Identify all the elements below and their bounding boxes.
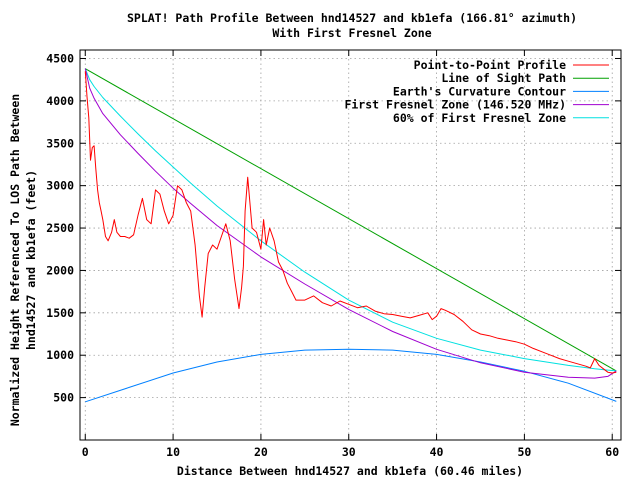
x-tick-label: 30 xyxy=(342,445,356,459)
x-tick-label: 20 xyxy=(254,445,268,459)
y-tick-label: 3500 xyxy=(46,136,74,150)
plot-frame xyxy=(79,49,622,441)
y-tick-label: 3000 xyxy=(46,179,74,193)
x-tick-label: 10 xyxy=(166,445,180,459)
y-axis: 500 1000 1500 2000 2500 3000 3500 4000 4500 xyxy=(46,51,621,405)
x-tick-label: 0 xyxy=(82,445,89,459)
y-axis-label-line2: hnd14527 and kb1efa (feet) xyxy=(24,170,38,350)
x-tick-label: 50 xyxy=(517,445,531,459)
y-tick-label: 4000 xyxy=(46,94,74,108)
legend-label: First Fresnel Zone (146.520 MHz) xyxy=(344,98,566,112)
y-tick-label: 1500 xyxy=(46,306,74,320)
x-axis-label: Distance Between hnd14527 and kb1efa (60… xyxy=(177,464,523,478)
series-line-line-of-sight-path xyxy=(85,68,617,372)
y-tick-label: 4500 xyxy=(46,51,74,65)
y-tick-label: 2000 xyxy=(46,263,74,277)
y-tick-label: 500 xyxy=(53,391,74,405)
grid xyxy=(80,50,621,440)
y-tick-label: 1000 xyxy=(46,348,74,362)
series-group xyxy=(84,68,617,403)
chart-subtitle: With First Fresnel Zone xyxy=(272,26,431,40)
chart-title: SPLAT! Path Profile Between hnd14527 and… xyxy=(127,11,577,25)
y-tick-label: 2500 xyxy=(46,221,74,235)
series-line-point-to-point-profile xyxy=(84,71,617,374)
legend-label: Earth's Curvature Contour xyxy=(393,84,566,98)
legend-label: Line of Sight Path xyxy=(441,71,566,85)
series-line-60-of-first-fresnel-zone xyxy=(84,68,617,372)
y-axis-label-line1: Normalized Height Referenced To LOS Path… xyxy=(8,94,22,426)
x-tick-label: 40 xyxy=(430,445,444,459)
legend-label: Point-to-Point Profile xyxy=(414,58,566,72)
x-tick-label: 60 xyxy=(605,445,619,459)
series-line-earth-s-curvature-contour xyxy=(85,348,617,403)
x-axis: 0 10 20 30 40 50 60 xyxy=(82,50,619,459)
legend-label: 60% of First Fresnel Zone xyxy=(393,111,566,125)
series-line-first-fresnel-zone-146-520-mhz xyxy=(84,68,617,379)
